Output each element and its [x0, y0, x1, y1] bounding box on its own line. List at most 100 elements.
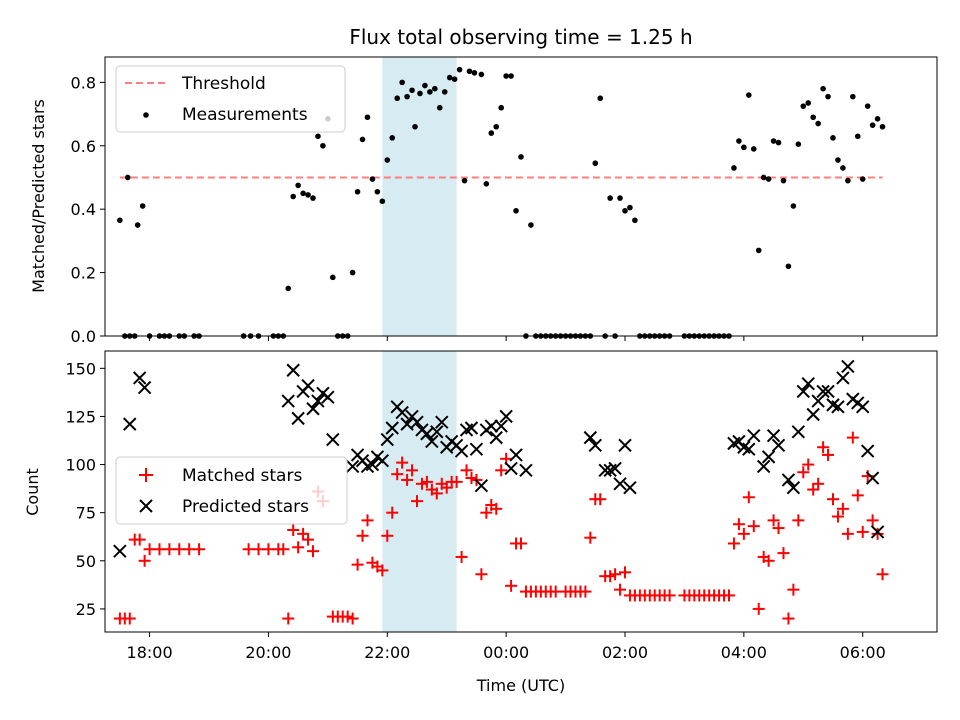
measurement-point: [364, 114, 371, 121]
measurement-point: [859, 176, 866, 182]
top-legend: Threshold Measurements: [115, 65, 346, 133]
predicted-star-point: [454, 444, 469, 458]
predicted-star-point: [425, 434, 439, 449]
top-plot-area: [117, 66, 886, 339]
measurement-point: [869, 122, 876, 128]
matched-star-point: [475, 568, 488, 581]
measurement-point: [810, 114, 816, 121]
measurement-point: [503, 73, 509, 79]
predicted-star-point: [796, 384, 810, 399]
measurement-point: [528, 222, 534, 228]
top-y-tick-label: 0.4: [71, 200, 96, 219]
measurement-point: [139, 203, 146, 209]
measurement-point: [389, 135, 396, 141]
measurement-point: [359, 136, 366, 143]
predicted-star-point: [588, 438, 602, 453]
measurement-point: [617, 195, 623, 201]
measurement-point: [436, 104, 443, 111]
measurement-point: [755, 247, 762, 254]
matched-star-point: [663, 589, 676, 602]
measurement-point: [310, 195, 316, 201]
measurement-point: [478, 71, 485, 78]
matched-star-point: [802, 458, 815, 471]
predicted-star-point: [306, 402, 320, 416]
predicted-star-point: [345, 459, 360, 474]
predicted-star-point: [464, 421, 479, 435]
measurement-point: [384, 157, 391, 163]
measurement-point: [765, 176, 772, 182]
measurement-point: [354, 188, 361, 195]
matched-star-point: [609, 568, 622, 581]
matched-star-point: [856, 525, 869, 538]
predicted-star-point: [430, 425, 444, 439]
matched-star-point: [752, 602, 765, 615]
x-tick-label: 06:00: [840, 643, 886, 662]
matched-star-point: [193, 543, 206, 556]
measurement-point: [117, 217, 123, 224]
predicted-star-point: [781, 473, 796, 487]
measurement-point: [498, 104, 504, 111]
matched-star-point: [351, 558, 364, 571]
predicted-star-point: [865, 471, 880, 485]
measurement-point: [471, 70, 478, 76]
predicted-star-point: [519, 463, 533, 478]
predicted-star-point: [816, 384, 830, 399]
matched-star-point: [133, 533, 146, 546]
matched-star-point: [455, 550, 468, 563]
predicted-star-point: [326, 432, 340, 447]
measurement-point: [845, 177, 851, 184]
legend-predicted-label: Predicted stars: [182, 497, 309, 517]
measurement-point: [508, 73, 514, 79]
measurement-point: [840, 165, 846, 171]
predicted-star-point: [870, 525, 885, 539]
predicted-star-point: [791, 425, 806, 439]
bottom-panel: 25 50 75 100 125 150 18:00 20:00 22:00 00:00 02:0…: [23, 350, 938, 695]
measurement-point: [409, 87, 415, 94]
top-observing-window: [382, 57, 457, 336]
matched-star-point: [460, 464, 473, 477]
predicted-star-point: [410, 415, 424, 429]
matched-star-point: [450, 475, 463, 488]
matched-star-point: [797, 466, 810, 479]
measurement-point: [850, 93, 856, 100]
predicted-star-point: [489, 430, 503, 445]
bottom-y-tick-label: 125: [65, 407, 96, 426]
measurement-point: [290, 193, 296, 200]
matched-star-point: [822, 448, 835, 461]
measurement-point: [854, 133, 861, 140]
top-y-tick-label: 0.0: [71, 327, 96, 346]
measurement-point: [295, 182, 301, 189]
bottom-y-axis-label: Count: [23, 468, 42, 516]
matched-star-point: [391, 468, 404, 481]
chart-title: Flux total observing time = 1.25 h: [349, 25, 692, 49]
bottom-y-tick-label: 25: [76, 600, 96, 619]
predicted-star-point: [608, 461, 622, 476]
matched-star-point: [792, 514, 805, 527]
matched-star-point: [782, 612, 795, 625]
matched-star-point: [401, 473, 414, 486]
predicted-star-point: [836, 371, 850, 385]
predicted-star-point: [301, 378, 315, 393]
measurement-point: [874, 116, 881, 122]
predicted-star-point: [742, 442, 756, 456]
matched-star-point: [841, 527, 854, 540]
top-panel: 0.00.20.40.60.8 Matched/Predicted stars …: [29, 56, 938, 346]
matched-star-point: [871, 527, 884, 540]
predicted-star-point: [771, 438, 786, 453]
matched-star-point: [876, 568, 889, 581]
measurement-point: [461, 177, 468, 184]
bottom-axes-frame: [104, 350, 938, 633]
measurement-point: [592, 160, 599, 167]
bottom-legend: Matched stars Predicted stars: [115, 456, 348, 525]
measurement-point: [513, 207, 519, 214]
measurement-point: [483, 181, 490, 187]
predicted-star-point: [435, 415, 449, 429]
predicted-star-point: [860, 444, 875, 458]
matched-star-point: [490, 502, 503, 515]
predicted-star-point: [766, 428, 781, 443]
measurement-point: [627, 204, 633, 211]
measurement-point: [466, 68, 473, 75]
matched-star-point: [866, 514, 879, 527]
predicted-star-point: [469, 442, 484, 456]
